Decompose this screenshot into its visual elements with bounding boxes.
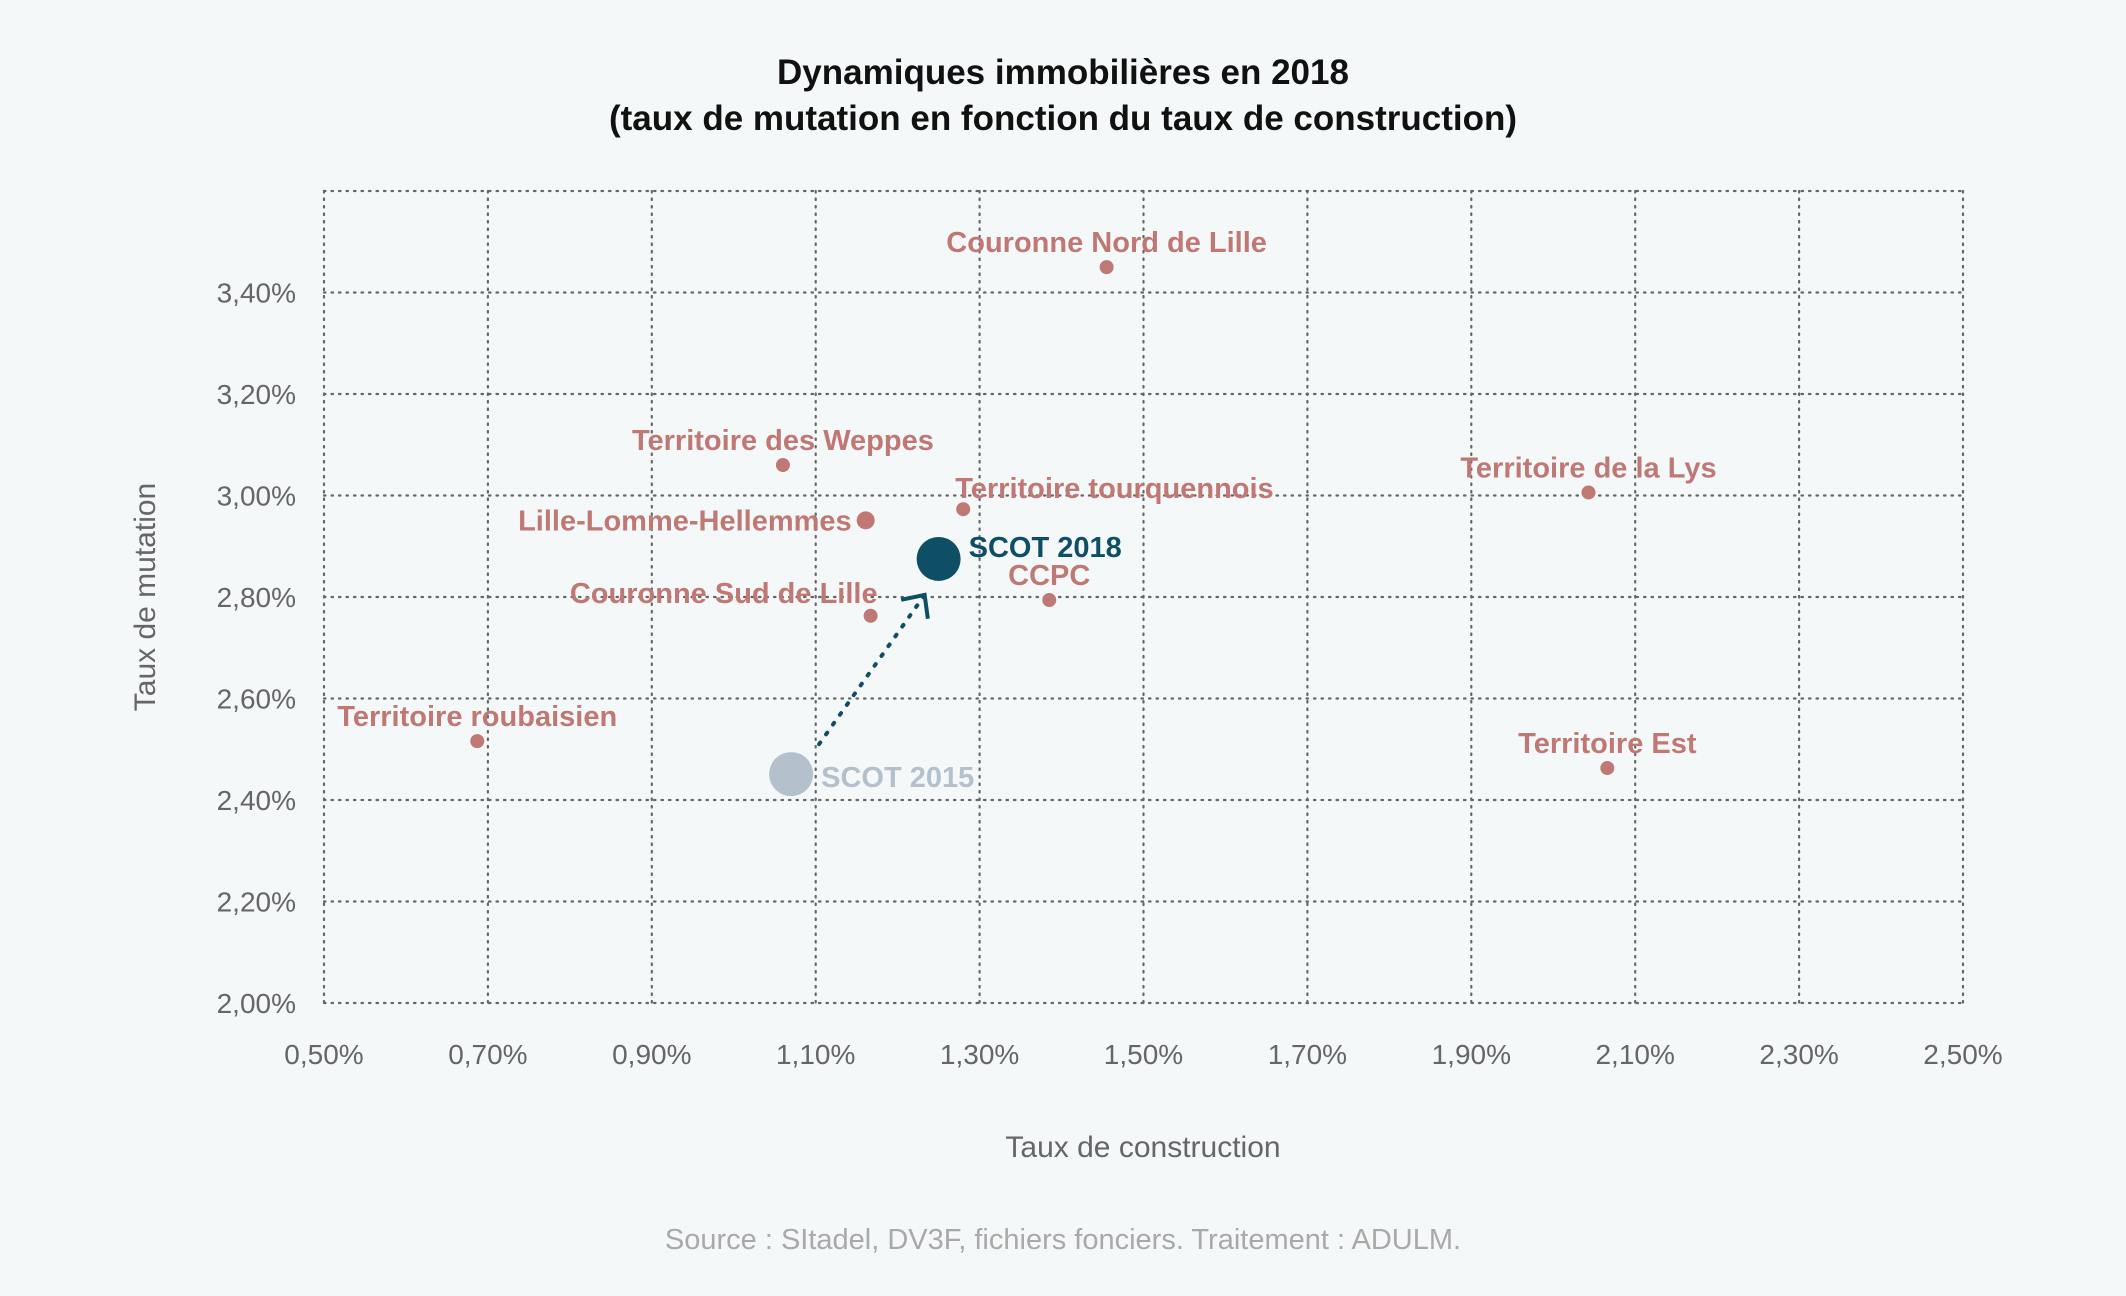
x-tick-label: 1,90% bbox=[1432, 1039, 1511, 1070]
y-tick-label: 3,00% bbox=[217, 481, 296, 512]
point-label-territoire-est: Territoire Est bbox=[1518, 728, 1697, 760]
x-tick-label: 0,90% bbox=[612, 1039, 691, 1070]
point-couronne-nord-de-lille bbox=[1099, 260, 1114, 275]
y-axis-ticks: 2,00% 2,20% 2,40% 2,60% 2,80% 3,00% 3,20% 3,40% bbox=[217, 278, 296, 1020]
y-tick-label: 2,20% bbox=[217, 887, 296, 918]
point-territoire-des-weppes bbox=[775, 458, 790, 473]
point-label-ccpc: CCPC bbox=[1008, 560, 1090, 592]
y-tick-label: 3,20% bbox=[217, 379, 296, 410]
y-axis-title: Taux de mutation bbox=[129, 483, 162, 711]
data-points: Couronne Nord de Lille Territoire des Wep… bbox=[337, 227, 1717, 797]
y-tick-label: 2,80% bbox=[217, 582, 296, 613]
point-scot-2018 bbox=[916, 536, 961, 581]
gridlines bbox=[322, 189, 1965, 1005]
x-tick-label: 0,50% bbox=[284, 1039, 363, 1070]
x-tick-label: 0,70% bbox=[448, 1039, 527, 1070]
x-tick-label: 1,50% bbox=[1104, 1039, 1183, 1070]
chart-title-line-1: Dynamiques immobilières en 2018 bbox=[777, 53, 1349, 92]
point-scot-2015 bbox=[769, 752, 814, 797]
x-tick-label: 2,30% bbox=[1759, 1039, 1838, 1070]
x-tick-label: 2,50% bbox=[1923, 1039, 2002, 1070]
point-label-scot-2015: SCOT 2015 bbox=[821, 762, 974, 794]
point-territoire-tourquennois bbox=[956, 502, 971, 517]
point-label-territoire-de-la-lys: Territoire de la Lys bbox=[1460, 452, 1716, 484]
y-tick-label: 3,40% bbox=[217, 278, 296, 309]
point-couronne-sud-de-lille bbox=[863, 608, 878, 623]
y-tick-label: 2,40% bbox=[217, 785, 296, 816]
x-tick-label: 1,70% bbox=[1268, 1039, 1347, 1070]
arrow-head bbox=[900, 592, 930, 619]
point-label-territoire-tourquennois: Territoire tourquennois bbox=[955, 473, 1273, 505]
point-ccpc bbox=[1042, 593, 1057, 608]
x-tick-label: 2,10% bbox=[1595, 1039, 1674, 1070]
x-tick-label: 1,10% bbox=[776, 1039, 855, 1070]
point-label-couronne-sud-de-lille: Couronne Sud de Lille bbox=[570, 578, 878, 610]
point-label-couronne-nord-de-lille: Couronne Nord de Lille bbox=[946, 227, 1267, 259]
y-tick-label: 2,00% bbox=[217, 988, 296, 1019]
point-label-territoire-roubaisien: Territoire roubaisien bbox=[337, 701, 617, 733]
point-territoire-roubaisien bbox=[470, 734, 485, 749]
source-note: Source : SItadel, DV3F, fichiers foncier… bbox=[665, 1224, 1461, 1256]
point-label-scot-2018: SCOT 2018 bbox=[969, 532, 1122, 564]
point-label-territoire-des-weppes: Territoire des Weppes bbox=[632, 425, 934, 457]
arrow-scot-2015-to-2018 bbox=[817, 592, 930, 747]
x-tick-label: 1,30% bbox=[940, 1039, 1019, 1070]
point-territoire-de-la-lys bbox=[1581, 485, 1596, 500]
point-label-lille-lomme-hellemmes: Lille-Lomme-Hellemmes bbox=[518, 505, 852, 537]
x-axis-title: Taux de construction bbox=[1005, 1131, 1280, 1164]
y-tick-label: 2,60% bbox=[217, 684, 296, 715]
point-lille-lomme-hellemmes bbox=[856, 511, 875, 530]
x-axis-ticks: 0,50% 0,70% 0,90% 1,10% 1,30% 1,50% 1,70% 1,90%… bbox=[284, 1039, 2002, 1070]
chart-title-line-2: (taux de mutation en fonction du taux de… bbox=[609, 99, 1517, 138]
point-territoire-est bbox=[1600, 761, 1615, 776]
